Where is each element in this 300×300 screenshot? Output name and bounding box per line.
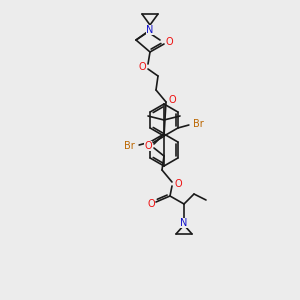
Text: Br: Br — [124, 141, 134, 151]
Text: N: N — [146, 25, 154, 35]
Text: Br: Br — [194, 119, 204, 129]
Text: O: O — [165, 37, 173, 47]
Text: O: O — [174, 179, 182, 189]
Text: N: N — [180, 218, 188, 228]
Text: O: O — [168, 95, 176, 105]
Text: O: O — [147, 199, 155, 209]
Text: O: O — [144, 141, 152, 151]
Text: O: O — [138, 62, 146, 72]
